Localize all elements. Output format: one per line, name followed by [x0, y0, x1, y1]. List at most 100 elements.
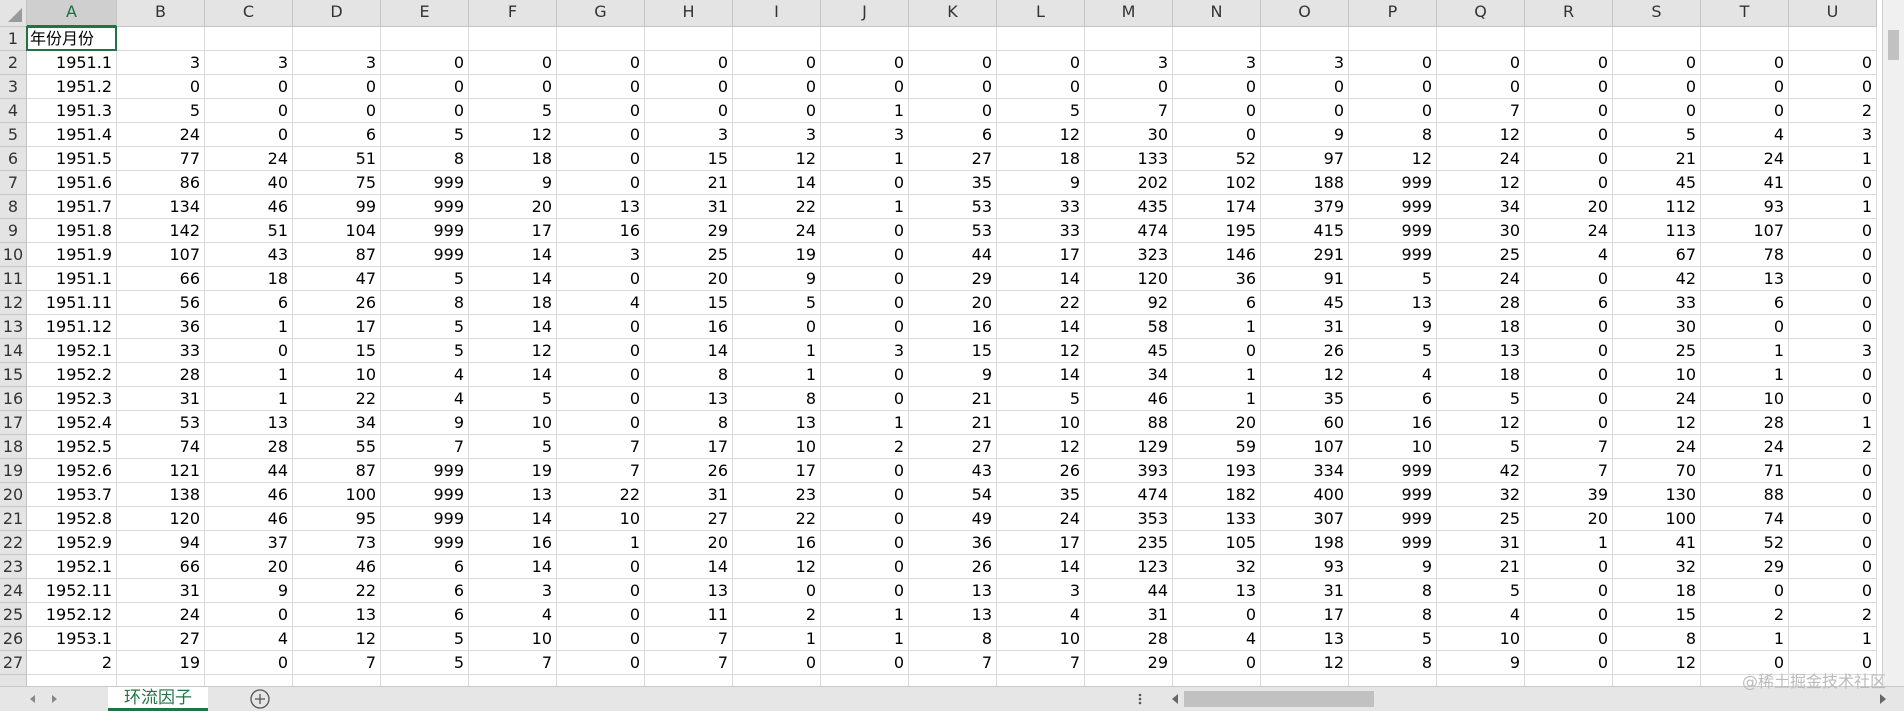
cell[interactable]: 0 [1525, 603, 1613, 627]
cell[interactable]: 17 [645, 435, 733, 459]
cell[interactable]: 0 [821, 651, 909, 675]
cell[interactable]: 4 [997, 603, 1085, 627]
cell[interactable]: 1952.1 [27, 555, 117, 579]
cell[interactable]: 20 [205, 555, 293, 579]
cell[interactable]: 24 [733, 219, 821, 243]
cell[interactable]: 1951.5 [27, 147, 117, 171]
cell[interactable]: 35 [1261, 387, 1349, 411]
cell[interactable]: 1 [733, 627, 821, 651]
cell[interactable]: 107 [1261, 435, 1349, 459]
cell[interactable]: 60 [1261, 411, 1349, 435]
cell[interactable]: 13 [293, 603, 381, 627]
cell[interactable]: 24 [1701, 435, 1789, 459]
cell[interactable]: 474 [1085, 483, 1173, 507]
cell[interactable]: 1952.3 [27, 387, 117, 411]
cell[interactable]: 10 [1349, 435, 1437, 459]
cell[interactable]: 0 [381, 75, 469, 99]
cell[interactable]: 235 [1085, 531, 1173, 555]
cell[interactable] [1525, 675, 1613, 686]
cell[interactable]: 14 [645, 555, 733, 579]
cell[interactable]: 1951.2 [27, 75, 117, 99]
cell[interactable]: 30 [1437, 219, 1525, 243]
cell[interactable] [205, 675, 293, 686]
cell[interactable]: 16 [645, 315, 733, 339]
cell[interactable]: 4 [381, 363, 469, 387]
cell[interactable]: 12 [997, 339, 1085, 363]
cell[interactable]: 174 [1173, 195, 1261, 219]
cell[interactable]: 1952.12 [27, 603, 117, 627]
cell[interactable] [381, 27, 469, 51]
cell[interactable]: 46 [205, 507, 293, 531]
cell[interactable]: 18 [205, 267, 293, 291]
cell[interactable]: 74 [1701, 507, 1789, 531]
cell[interactable]: 0 [293, 99, 381, 123]
cell[interactable]: 1952.4 [27, 411, 117, 435]
cell[interactable]: 1951.8 [27, 219, 117, 243]
cell[interactable] [1613, 675, 1701, 686]
cell[interactable]: 1953.1 [27, 627, 117, 651]
cell[interactable]: 17 [997, 243, 1085, 267]
cell[interactable]: 6 [1525, 291, 1613, 315]
cell[interactable]: 1952.8 [27, 507, 117, 531]
cell[interactable]: 10 [997, 411, 1085, 435]
cell[interactable]: 36 [117, 315, 205, 339]
cell[interactable]: 1 [1525, 531, 1613, 555]
cell[interactable] [1525, 27, 1613, 51]
cell[interactable]: 67 [1613, 243, 1701, 267]
cell[interactable]: 0 [821, 387, 909, 411]
cell[interactable]: 0 [1525, 627, 1613, 651]
cell[interactable]: 14 [469, 315, 557, 339]
cell[interactable]: 0 [557, 411, 645, 435]
cell[interactable]: 12 [1261, 651, 1349, 675]
cell[interactable]: 0 [733, 75, 821, 99]
cell[interactable]: 0 [821, 507, 909, 531]
cell[interactable]: 6 [1173, 291, 1261, 315]
cell[interactable] [1701, 27, 1789, 51]
cell[interactable]: 138 [117, 483, 205, 507]
cell[interactable]: 42 [1437, 459, 1525, 483]
cell[interactable]: 1 [205, 315, 293, 339]
cell[interactable]: 22 [997, 291, 1085, 315]
cell[interactable]: 0 [557, 579, 645, 603]
cell[interactable]: 198 [1261, 531, 1349, 555]
cell[interactable]: 29 [645, 219, 733, 243]
cell[interactable]: 0 [557, 51, 645, 75]
cell[interactable]: 34 [1437, 195, 1525, 219]
cell[interactable]: 20 [645, 267, 733, 291]
cell[interactable]: 44 [909, 243, 997, 267]
cell[interactable]: 28 [1701, 411, 1789, 435]
cell[interactable]: 6 [381, 603, 469, 627]
cell[interactable] [1173, 675, 1261, 686]
cell[interactable]: 6 [205, 291, 293, 315]
cell[interactable]: 0 [557, 315, 645, 339]
cell[interactable]: 4 [381, 387, 469, 411]
cell[interactable]: 3 [1261, 51, 1349, 75]
cell[interactable]: 53 [909, 195, 997, 219]
cell[interactable]: 142 [117, 219, 205, 243]
cell[interactable]: 42 [1613, 267, 1701, 291]
cell[interactable]: 0 [1437, 75, 1525, 99]
cell[interactable]: 20 [909, 291, 997, 315]
cell[interactable]: 22 [293, 579, 381, 603]
cell[interactable]: 25 [645, 243, 733, 267]
cell[interactable]: 52 [1701, 531, 1789, 555]
cell[interactable]: 27 [645, 507, 733, 531]
cell[interactable]: 41 [1613, 531, 1701, 555]
vertical-scrollbar[interactable] [1882, 0, 1904, 686]
cell[interactable] [1173, 27, 1261, 51]
cell[interactable]: 31 [1261, 315, 1349, 339]
cell[interactable]: 13 [1261, 627, 1349, 651]
cell[interactable]: 14 [997, 267, 1085, 291]
cell[interactable]: 13 [909, 579, 997, 603]
cell[interactable]: 39 [1525, 483, 1613, 507]
cell[interactable]: 1 [1789, 195, 1877, 219]
cell[interactable]: 13 [909, 603, 997, 627]
cell[interactable]: 9 [1437, 651, 1525, 675]
cell[interactable]: 3 [1789, 339, 1877, 363]
cell[interactable]: 1951.9 [27, 243, 117, 267]
cell[interactable]: 120 [1085, 267, 1173, 291]
cell[interactable] [1349, 675, 1437, 686]
cell[interactable]: 26 [1261, 339, 1349, 363]
cell[interactable]: 0 [557, 651, 645, 675]
cell[interactable]: 9 [469, 171, 557, 195]
